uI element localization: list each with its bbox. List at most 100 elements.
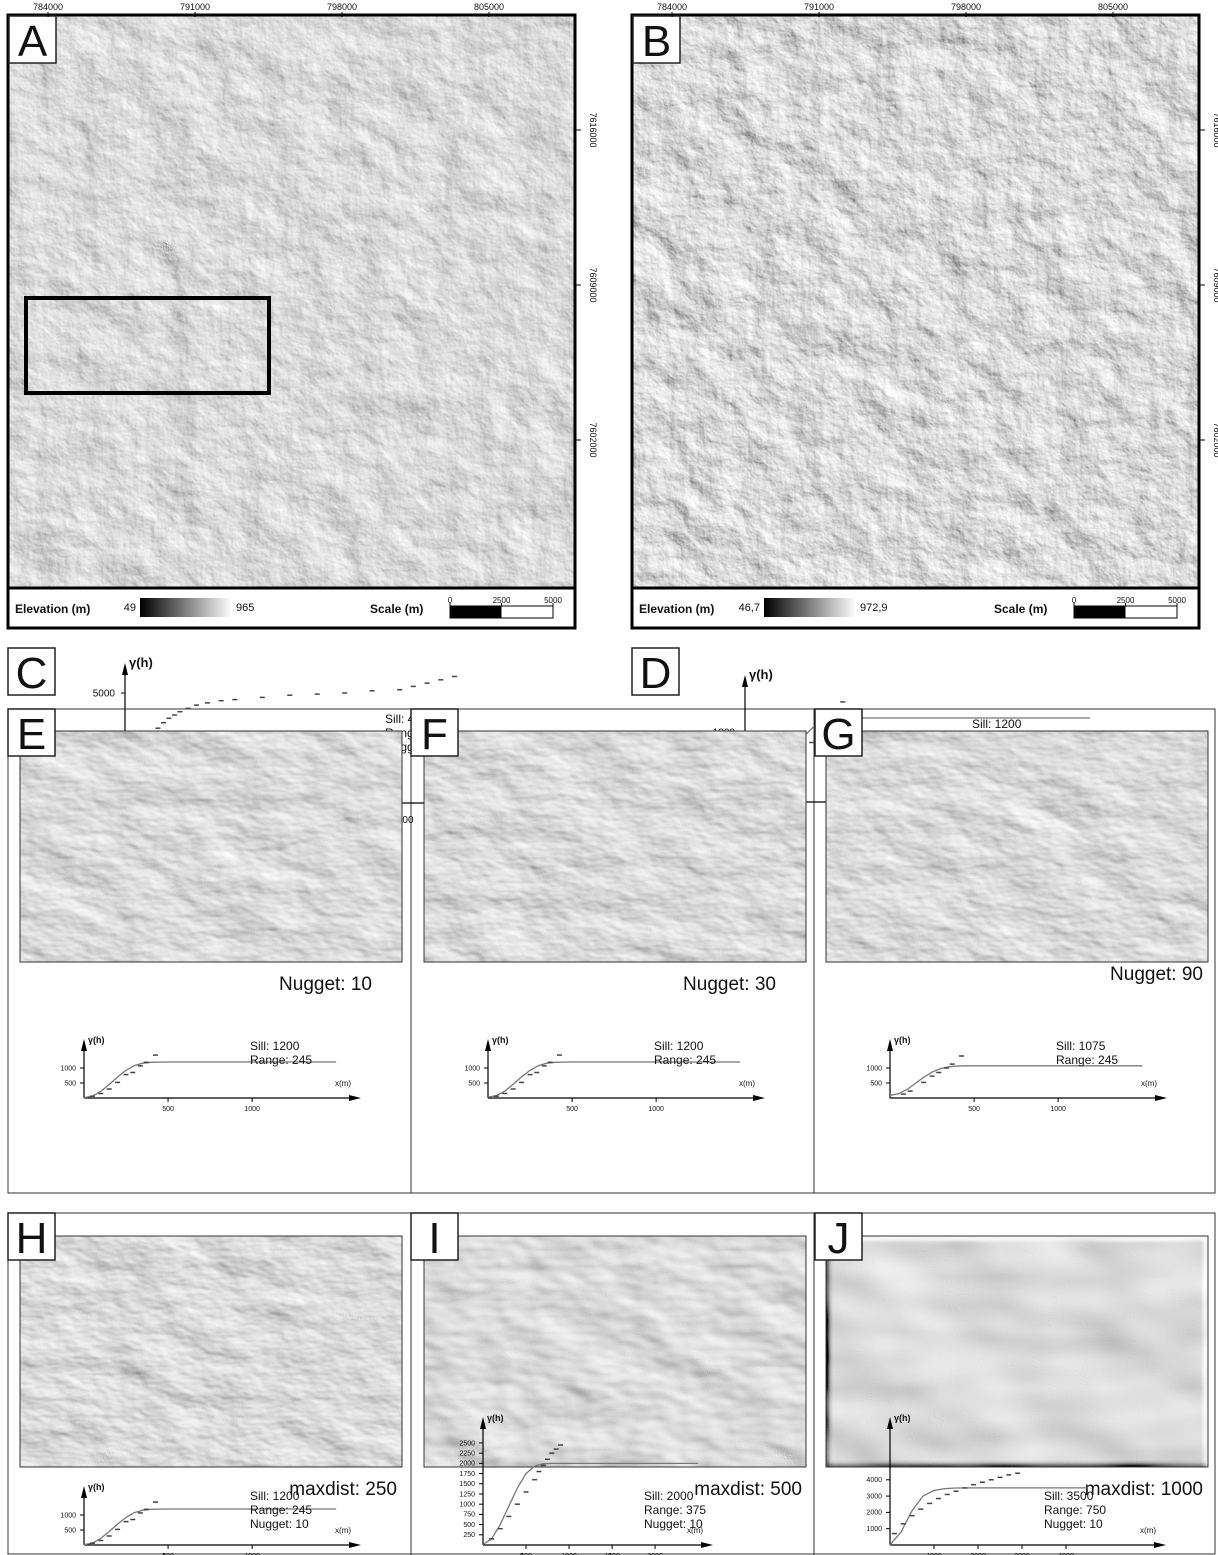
axis-arrow <box>753 1095 765 1101</box>
axis-arrow <box>701 1542 713 1548</box>
inset-frame <box>423 1235 807 1468</box>
map-x-tick-label: 798000 <box>951 2 981 12</box>
x-tick-label: 4000 <box>1058 1553 1074 1555</box>
panel-label-box <box>632 15 681 64</box>
inset-frame <box>825 730 1209 963</box>
y-tick-label: 1000 <box>60 1512 76 1519</box>
panel-caption: maxdist: 500 <box>694 1479 802 1500</box>
hillshade-inset <box>20 1236 402 1467</box>
panel-caption: Nugget: 90 <box>1110 964 1203 985</box>
variogram-annotation: Range: 375 <box>644 1503 706 1517</box>
variogram-annotation: Nugget: 10 <box>250 1517 309 1531</box>
axis-arrow <box>742 675 748 687</box>
x-tick-label: 1000 <box>1050 1106 1066 1113</box>
y-tick-label: 3000 <box>866 1493 882 1500</box>
y-tick-label: 750 <box>463 1512 475 1519</box>
variogram-annotation: Range: 245 <box>654 1053 716 1067</box>
hillshade-inset <box>424 731 806 962</box>
elevation-min: 49 <box>124 602 136 614</box>
scale-tick-label: 2500 <box>493 596 511 605</box>
scale-tick-label: 5000 <box>1168 596 1186 605</box>
map-y-tick-label: 7602000 <box>1212 422 1218 457</box>
y-axis-label: γ(h) <box>894 1413 911 1423</box>
variogram-annotation: Sill: 1075 <box>1056 1039 1106 1053</box>
elevation-label: Elevation (m) <box>639 602 714 616</box>
inset-frame <box>19 1235 403 1468</box>
panel-label-box <box>8 15 57 64</box>
panel-label-box <box>814 708 863 757</box>
x-axis-label: x(m) <box>335 1079 351 1088</box>
map-frame <box>630 13 1201 630</box>
variogram-annotation: Sill: 1200 <box>972 717 1022 731</box>
y-tick-label: 2000 <box>459 1461 475 1468</box>
variogram-annotation: Range: 245 <box>1056 1053 1118 1067</box>
x-axis-label: x(m) <box>335 1526 351 1535</box>
scale-tick-label: 2500 <box>1117 596 1135 605</box>
y-axis-label: γ(h) <box>894 1035 911 1045</box>
axis-arrow <box>1155 1095 1167 1101</box>
panel-label-box <box>7 647 56 696</box>
x-tick-label: 1000 <box>244 1553 260 1555</box>
x-tick-label: 500 <box>162 1553 174 1555</box>
map-y-tick-label: 7602000 <box>588 422 598 457</box>
x-axis-label: x(m) <box>1140 1526 1156 1535</box>
elevation-max: 972,9 <box>860 602 888 614</box>
scale-tick-label: 0 <box>1072 596 1077 605</box>
axis-arrow <box>480 1417 486 1429</box>
y-axis-label: γ(h) <box>487 1413 504 1423</box>
variogram-annotation: Nugget: 10 <box>1044 1517 1103 1531</box>
panel-label: B <box>642 17 671 66</box>
panel-label: A <box>18 17 48 66</box>
elevation-label: Elevation (m) <box>15 602 90 616</box>
inset-frame <box>19 730 403 963</box>
scale-label: Scale (m) <box>370 602 423 616</box>
hillshade-map <box>8 15 575 588</box>
map-y-tick-label: 7609000 <box>588 267 598 302</box>
axis-arrow <box>122 663 128 675</box>
panel-caption: maxdist: 250 <box>289 1479 397 1500</box>
map-x-tick-label: 798000 <box>327 2 357 12</box>
panel-caption: Nugget: 10 <box>279 974 372 995</box>
panel-label: F <box>421 710 448 759</box>
y-tick-label: 2250 <box>459 1450 475 1457</box>
y-axis-label: γ(h) <box>492 1035 509 1045</box>
x-tick-label: 500 <box>566 1106 578 1113</box>
panel-label-box <box>410 708 459 757</box>
axis-arrow <box>81 1039 87 1051</box>
elevation-ramp <box>140 598 232 617</box>
variogram-annotation: Sill: 2000 <box>644 1489 694 1503</box>
y-tick-label: 1000 <box>866 1065 882 1072</box>
y-axis-label: γ(h) <box>129 655 153 670</box>
map-x-tick-label: 805000 <box>474 2 504 12</box>
axis-arrow <box>485 1039 491 1051</box>
y-tick-label: 2500 <box>459 1440 475 1447</box>
map-x-tick-label: 805000 <box>1098 2 1128 12</box>
x-tick-label: 1000 <box>244 1106 260 1113</box>
y-tick-label: 1750 <box>459 1471 475 1478</box>
y-axis-label: γ(h) <box>88 1035 105 1045</box>
hillshade-inset <box>20 731 402 962</box>
y-tick-label: 1000 <box>866 1526 882 1533</box>
y-axis-label: γ(h) <box>749 667 773 682</box>
panel-label: J <box>828 1214 850 1263</box>
variogram-annotation: Sill: 3500 <box>1044 1489 1094 1503</box>
map-x-tick-label: 784000 <box>657 2 687 12</box>
panel-caption: Nugget: 30 <box>683 974 776 995</box>
panel-frame <box>7 1212 1216 1555</box>
panel-label-box <box>7 1212 56 1261</box>
x-axis-label: x(m) <box>1141 1079 1157 1088</box>
y-tick-label: 500 <box>64 1080 76 1087</box>
map-frame <box>6 13 577 630</box>
x-tick-label: 2000 <box>647 1553 663 1555</box>
y-tick-label: 2000 <box>866 1510 882 1517</box>
y-tick-label: 4000 <box>866 1477 882 1484</box>
model-curve <box>482 1462 699 1546</box>
map-y-tick-label: 7616000 <box>1212 112 1218 147</box>
map-x-tick-label: 791000 <box>804 2 834 12</box>
y-tick-label: 1500 <box>459 1481 475 1488</box>
panel-label: H <box>16 1214 48 1263</box>
panel-label: D <box>640 649 672 698</box>
map-x-tick-label: 791000 <box>180 2 210 12</box>
x-tick-label: 500 <box>162 1106 174 1113</box>
